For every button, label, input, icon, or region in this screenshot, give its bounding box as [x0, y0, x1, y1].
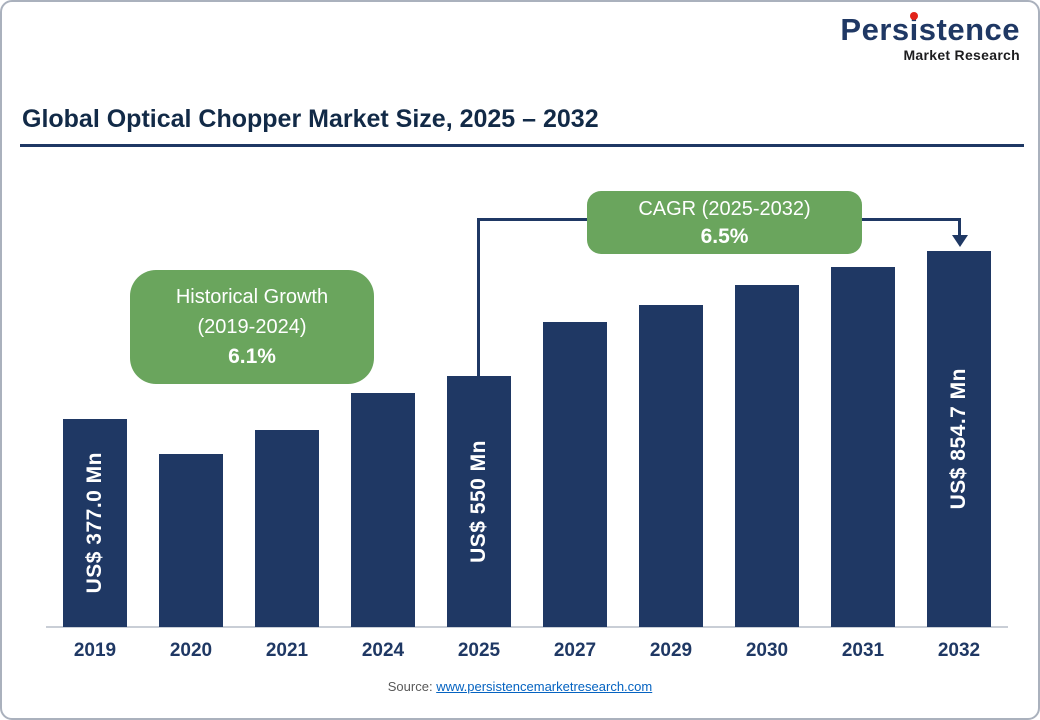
bar-2027: [543, 322, 607, 627]
historical-growth-line1: Historical Growth: [175, 286, 329, 308]
bar-slot-2025: US$ 550 Mn: [431, 376, 527, 627]
source-link[interactable]: www.persistencemarketresearch.com: [436, 679, 653, 694]
bar-2030: [735, 285, 799, 627]
bar-2021: [255, 430, 319, 627]
x-tick-2024: 2024: [361, 640, 405, 661]
brand-red-dot-i: i: [909, 12, 919, 47]
x-tick-2025: 2025: [457, 640, 501, 661]
historical-growth-callout: Historical Growth (2019-2024) 6.1%: [130, 270, 374, 384]
brand-text-post: stence: [918, 12, 1020, 47]
brand-logo-subtitle: Market Research: [903, 47, 1020, 63]
bar-slot-2027: [527, 322, 623, 627]
bar-slot-2029: [623, 305, 719, 627]
x-tick-2021: 2021: [265, 640, 309, 661]
source-label: Source:: [387, 679, 433, 694]
x-tick-2019: 2019: [73, 640, 117, 661]
bar-slot-2019: US$ 377.0 Mn: [47, 419, 143, 627]
bar-2031: [831, 267, 895, 627]
bar-2025: US$ 550 Mn: [447, 376, 511, 627]
bar-slot-2024: [335, 393, 431, 627]
bar-value-label-2032: US$ 854.7 Mn: [947, 368, 970, 510]
brand-logo: Persistence Market Research: [840, 14, 1020, 62]
bar-slot-2030: [719, 285, 815, 627]
bar-value-label-2019: US$ 377.0 Mn: [83, 452, 106, 594]
bar-value-label-2025: US$ 550 Mn: [467, 440, 490, 563]
x-tick-2030: 2030: [745, 640, 789, 661]
bar-slot-2031: [815, 267, 911, 627]
title-underline: [20, 144, 1024, 147]
historical-growth-value: 6.1%: [228, 345, 276, 368]
source-line: Source: www.persistencemarketresearch.co…: [2, 679, 1038, 694]
cagr-line1: CAGR (2025-2032): [638, 197, 811, 220]
cagr-value: 6.5%: [700, 224, 749, 248]
bar-2024: [351, 393, 415, 627]
bar-slot-2020: [143, 454, 239, 627]
x-tick-2031: 2031: [841, 640, 885, 661]
bar-2020: [159, 454, 223, 627]
cagr-callout: CAGR (2025-2032) 6.5%: [587, 191, 862, 254]
brand-text-pre: Pers: [840, 12, 910, 47]
bars-row: US$ 377.0 Mn US$ 550 Mn US$ 854.7 Mn: [47, 182, 1007, 627]
bar-slot-2021: [239, 430, 335, 627]
bar-2032: US$ 854.7 Mn: [927, 251, 991, 627]
x-tick-2027: 2027: [553, 640, 597, 661]
x-axis-labels: 2019 2020 2021 2024 2025 2027 2029 2030 2031 2032: [47, 640, 1007, 662]
bar-2029: [639, 305, 703, 627]
cagr-connector-right-line: [958, 218, 961, 236]
x-tick-2032: 2032: [937, 640, 981, 661]
page-title: Global Optical Chopper Market Size, 2025…: [22, 105, 599, 133]
x-tick-2029: 2029: [649, 640, 693, 661]
cagr-connector-arrow-icon: [952, 235, 968, 247]
x-tick-2020: 2020: [169, 640, 213, 661]
brand-logo-wordmark: Persistence: [840, 14, 1020, 45]
bar-2019: US$ 377.0 Mn: [63, 419, 127, 627]
x-axis-line: [46, 626, 1008, 628]
bar-slot-2032: US$ 854.7 Mn: [911, 251, 1007, 627]
historical-growth-line2: (2019-2024): [197, 316, 307, 338]
cagr-connector-left-line: [477, 219, 480, 377]
